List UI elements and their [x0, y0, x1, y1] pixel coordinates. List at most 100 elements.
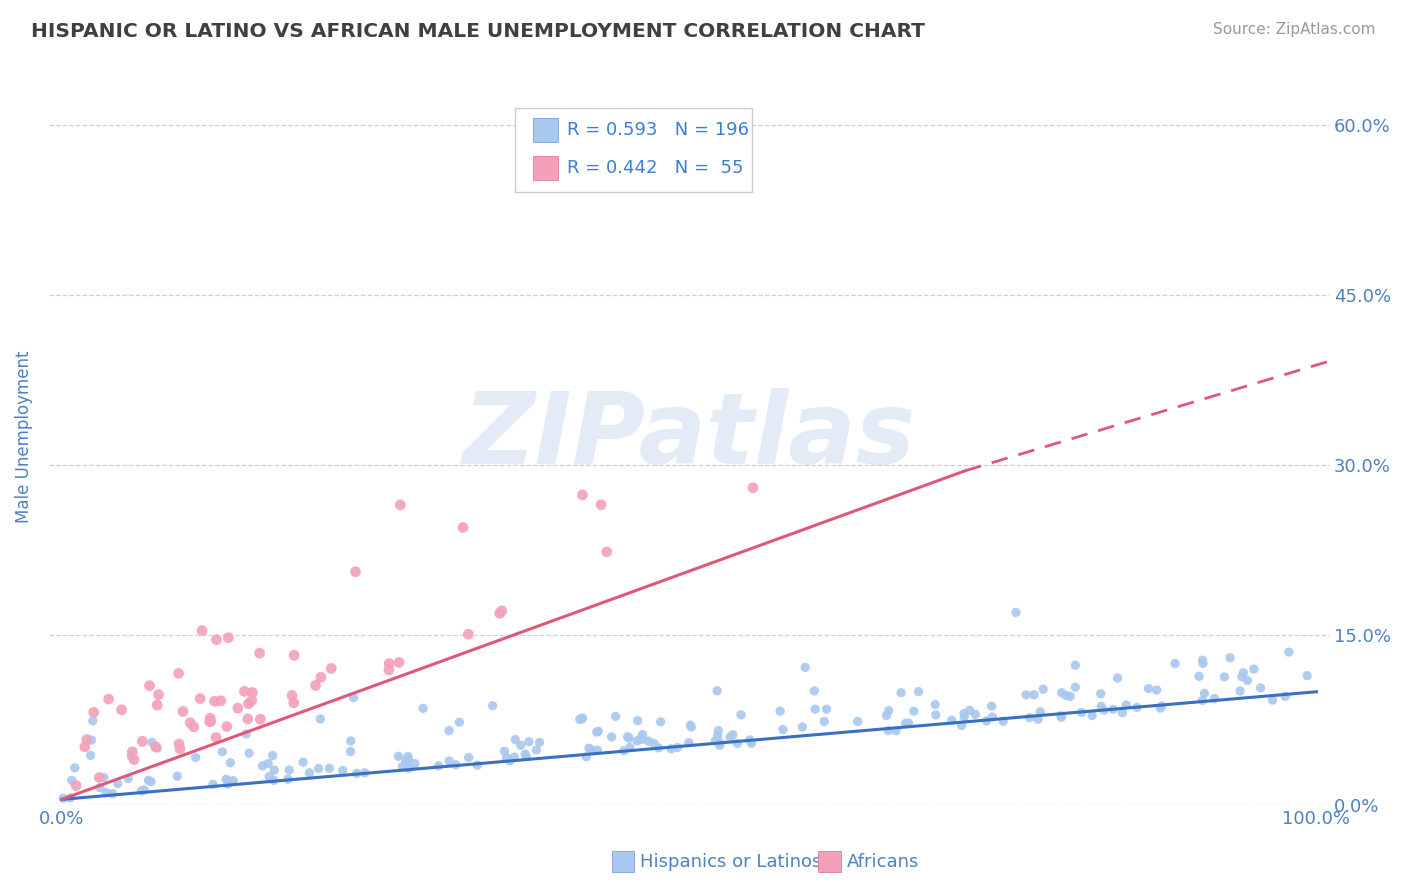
Point	[93, 771, 115, 785]
Point	[981, 710, 1004, 724]
Point	[139, 774, 162, 789]
Point	[145, 739, 167, 754]
Point	[578, 741, 600, 756]
Point	[897, 716, 920, 731]
Point	[263, 763, 285, 777]
Point	[481, 698, 503, 713]
Point	[188, 691, 211, 706]
Point	[1064, 680, 1087, 694]
Point	[201, 777, 224, 791]
Point	[148, 688, 170, 702]
Point	[1164, 657, 1187, 671]
Point	[388, 656, 411, 670]
Point	[339, 745, 361, 759]
Point	[184, 750, 207, 764]
Point	[89, 780, 111, 795]
Point	[1204, 691, 1226, 706]
Point	[398, 759, 420, 773]
Point	[1278, 645, 1301, 659]
Point	[257, 770, 280, 784]
Point	[257, 756, 280, 771]
Point	[794, 660, 817, 674]
Point	[627, 714, 650, 728]
Point	[63, 761, 86, 775]
Point	[451, 520, 474, 534]
Point	[980, 699, 1002, 714]
Point	[278, 763, 301, 777]
Point	[138, 679, 160, 693]
Point	[308, 762, 330, 776]
Point	[1213, 670, 1236, 684]
Point	[238, 746, 260, 760]
Point	[529, 735, 551, 749]
Point	[249, 646, 271, 660]
Point	[1059, 690, 1081, 704]
Point	[772, 723, 794, 737]
Point	[346, 766, 368, 780]
Point	[457, 627, 479, 641]
Point	[1296, 668, 1319, 682]
Point	[332, 764, 354, 778]
Point	[107, 776, 129, 790]
Point	[138, 773, 160, 788]
Point	[121, 745, 143, 759]
Point	[1107, 671, 1129, 685]
Point	[79, 748, 101, 763]
Point	[396, 749, 419, 764]
Point	[637, 734, 659, 748]
Point	[169, 741, 191, 756]
Point	[730, 707, 752, 722]
Point	[167, 737, 190, 751]
Point	[218, 774, 240, 789]
Point	[219, 756, 242, 770]
Point	[509, 738, 531, 752]
Point	[647, 740, 669, 755]
Point	[907, 684, 929, 698]
Point	[467, 758, 489, 772]
Point	[226, 701, 249, 715]
Point	[803, 684, 825, 698]
Point	[517, 735, 540, 749]
Point	[233, 684, 256, 698]
Point	[631, 731, 654, 746]
Point	[378, 663, 401, 677]
Point	[1188, 669, 1211, 683]
Point	[249, 712, 271, 726]
Point	[1126, 700, 1149, 714]
Point	[571, 488, 593, 502]
Point	[953, 706, 976, 721]
Point	[659, 741, 682, 756]
Point	[596, 545, 619, 559]
Point	[427, 759, 450, 773]
Point	[146, 741, 169, 756]
Point	[277, 772, 299, 787]
Point	[457, 750, 479, 764]
Point	[515, 747, 537, 761]
Point	[166, 769, 188, 783]
Text: Hispanics or Latinos: Hispanics or Latinos	[640, 853, 821, 871]
Point	[309, 712, 332, 726]
Point	[179, 715, 201, 730]
Point	[1032, 682, 1054, 697]
Point	[205, 632, 228, 647]
Point	[721, 728, 744, 742]
Point	[571, 712, 593, 726]
Point	[1092, 703, 1115, 717]
Point	[1261, 693, 1284, 707]
Point	[1243, 662, 1265, 676]
Y-axis label: Male Unemployment: Male Unemployment	[15, 351, 32, 523]
Point	[718, 730, 741, 744]
Text: R = 0.442   N =  55: R = 0.442 N = 55	[567, 159, 744, 178]
Point	[515, 118, 537, 132]
Point	[813, 714, 835, 729]
Point	[240, 693, 263, 707]
Point	[449, 715, 471, 730]
Point	[172, 705, 194, 719]
Point	[318, 761, 340, 775]
Point	[1111, 706, 1133, 720]
Point	[146, 698, 169, 712]
Point	[1229, 684, 1251, 698]
Point	[953, 710, 976, 724]
Point	[505, 732, 527, 747]
Point	[1022, 688, 1045, 702]
